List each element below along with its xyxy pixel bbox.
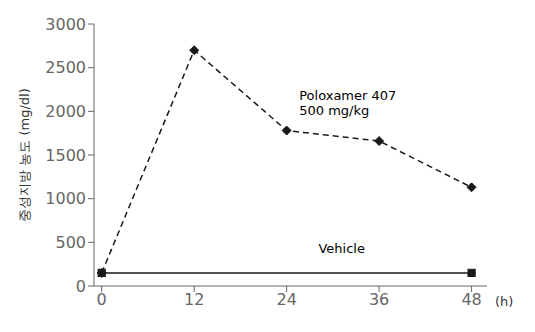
svg-text:2000: 2000 — [45, 102, 86, 121]
svg-text:0: 0 — [97, 290, 107, 309]
svg-text:Poloxamer 407500 mg/kg: Poloxamer 407500 mg/kg — [299, 88, 396, 118]
svg-text:2500: 2500 — [45, 58, 86, 77]
svg-text:Vehicle: Vehicle — [318, 240, 365, 255]
svg-text:500: 500 — [55, 233, 86, 252]
svg-text:(h): (h) — [495, 294, 513, 309]
svg-text:0: 0 — [76, 277, 86, 296]
svg-text:1000: 1000 — [45, 189, 86, 208]
svg-text:1500: 1500 — [45, 146, 86, 165]
svg-text:3000: 3000 — [45, 15, 86, 34]
svg-text:24: 24 — [276, 290, 296, 309]
svg-text:12: 12 — [184, 290, 204, 309]
svg-text:중성지방 농도 (mg/dl): 중성지방 농도 (mg/dl) — [17, 88, 32, 222]
svg-text:48: 48 — [461, 290, 481, 309]
svg-text:36: 36 — [369, 290, 389, 309]
